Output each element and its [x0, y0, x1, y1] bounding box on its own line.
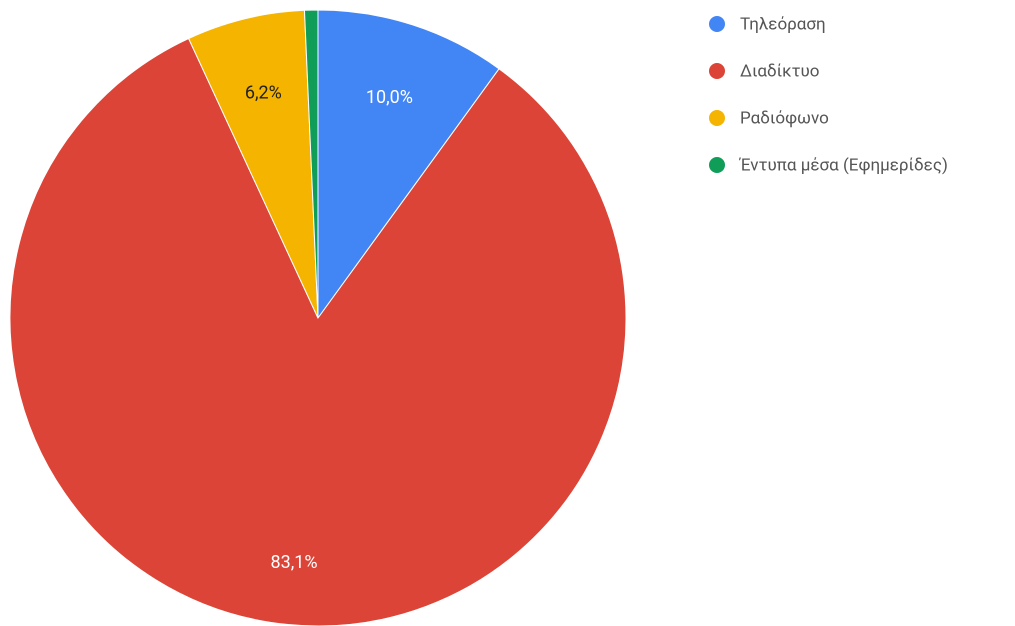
slice-label: 6,2%: [245, 82, 282, 103]
slice-label: 83,1%: [271, 552, 318, 573]
pie-slice: [303, 9, 319, 319]
legend-swatch: [709, 157, 725, 173]
pie-slice: [9, 37, 627, 626]
pie-slice: [317, 9, 500, 320]
legend-label: Έντυπα μέσα (Εφημερίδες): [739, 155, 948, 175]
legend-swatch: [709, 63, 725, 79]
legend-swatch: [709, 16, 725, 32]
legend-label: Τηλεόραση: [740, 14, 826, 34]
legend-label: Διαδίκτυο: [740, 61, 819, 81]
pie-slice: [187, 9, 319, 319]
legend-label: Ραδιόφωνο: [740, 108, 829, 128]
legend-swatch: [709, 110, 725, 126]
slice-label: 10,0%: [366, 87, 413, 108]
